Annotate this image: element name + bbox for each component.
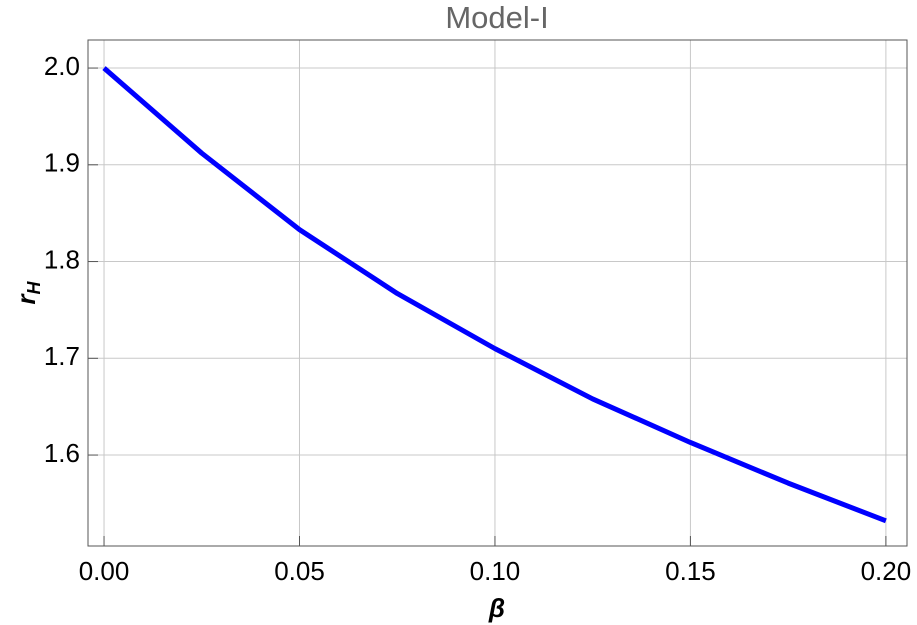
y-tick-label: 1.8 (44, 244, 80, 274)
y-tick-label: 1.7 (44, 341, 80, 371)
plot-frame (87, 39, 908, 547)
x-tick-label: 0.00 (79, 556, 130, 586)
y-tick-label: 1.9 (44, 148, 80, 178)
x-tick-label: 0.20 (861, 556, 912, 586)
x-tick-label: 0.10 (470, 556, 521, 586)
data-line (102, 66, 887, 524)
y-tick-label: 1.6 (44, 438, 80, 468)
y-tick-label: 2.0 (44, 51, 80, 81)
x-tick-label: 0.15 (665, 556, 716, 586)
x-axis-label: β (488, 593, 505, 623)
chart-title: Model-I (445, 0, 548, 35)
y-axis-label-subscript: H (24, 280, 44, 294)
y-axis-label-main: r (11, 293, 41, 305)
x-tick-label: 0.05 (274, 556, 325, 586)
y-axis-label: rH (11, 280, 44, 304)
